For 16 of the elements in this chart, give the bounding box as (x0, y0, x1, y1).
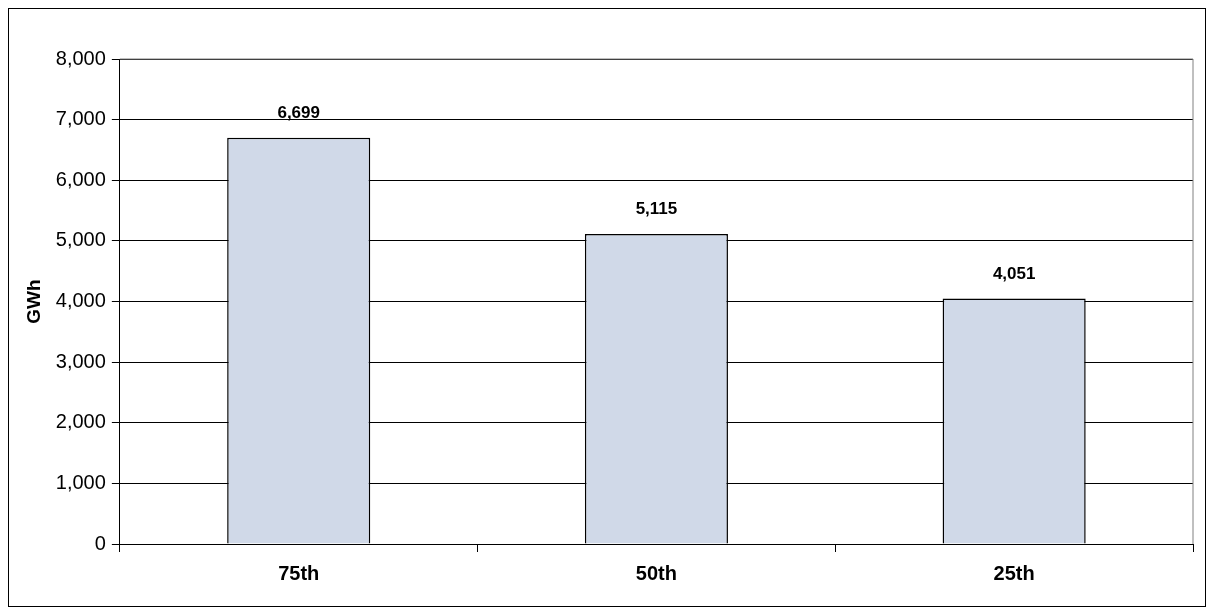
y-tick-label: 3,000 (55, 349, 106, 372)
y-axis-title: GWh (22, 279, 44, 324)
x-tick-label: 50th (635, 561, 677, 584)
data-label: 5,115 (635, 199, 678, 219)
data-label: 6,699 (277, 103, 320, 123)
y-tick-label: 6,000 (55, 167, 106, 190)
x-tick-label: 25th (993, 561, 1035, 584)
y-tick-label: 0 (94, 531, 106, 554)
y-tick-label: 5,000 (55, 228, 106, 251)
x-tick-label: 75th (278, 561, 320, 584)
y-tick-label: 8,000 (55, 46, 106, 69)
data-label: 4,051 (992, 263, 1036, 283)
y-tick-label: 7,000 (55, 107, 106, 130)
y-tick-label: 2,000 (55, 410, 106, 433)
y-tick-label: 4,000 (55, 289, 106, 312)
y-tick-label: 1,000 (55, 470, 106, 493)
